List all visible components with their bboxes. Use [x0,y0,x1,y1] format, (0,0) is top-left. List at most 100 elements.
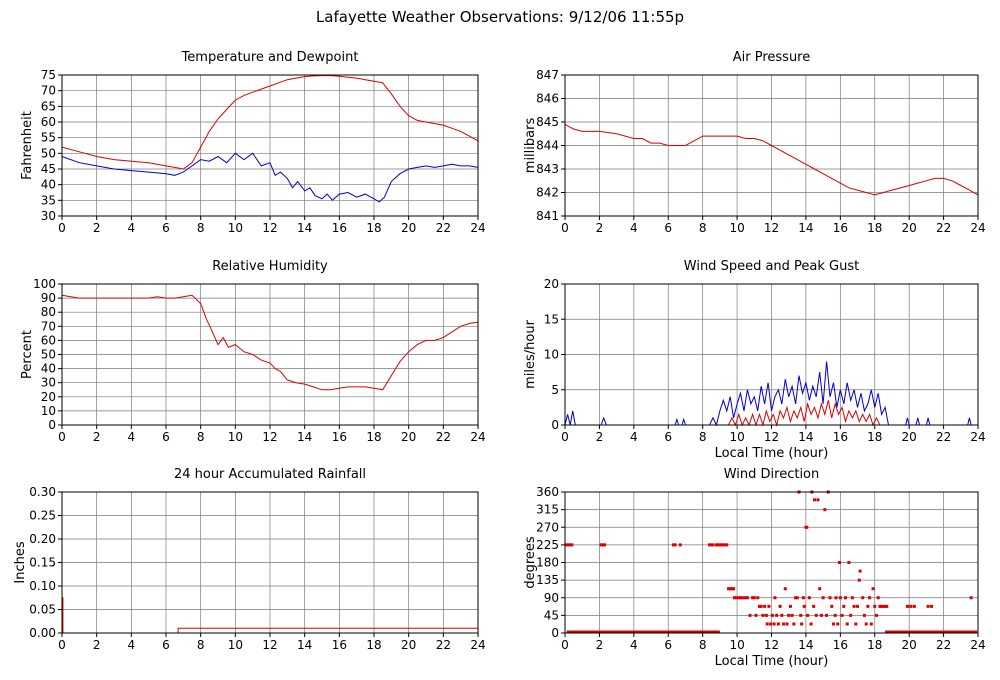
x-tick-label: 6 [162,638,170,652]
y-tick-label: 0 [551,626,559,640]
x-axis-label: Local Time (hour) [715,446,829,461]
x-tick-label: 8 [197,638,205,652]
direction-point [716,543,720,547]
direction-point [601,543,605,547]
direction-point [757,604,761,608]
y-tick-label: 841 [536,209,559,223]
direction-point [732,587,736,591]
direction-point [861,596,865,600]
chart-title: 24 hour Accumulated Rainfall [174,467,366,482]
direction-point [885,604,889,608]
direction-point [756,596,760,600]
x-tick-label: 18 [867,638,882,652]
direction-point [880,604,884,608]
direction-point [930,604,934,608]
direction-point [780,613,784,617]
direction-point [878,604,882,608]
direction-point [850,596,854,600]
y-tick-label: 10 [544,348,559,362]
x-tick-label: 12 [262,638,277,652]
direction-point [739,596,743,600]
series-line-0 [61,75,479,170]
y-tick-label: 0.20 [29,532,56,546]
y-tick-label: 0 [48,418,56,432]
direction-point [801,596,805,600]
direction-point [836,622,840,626]
direction-point [769,622,773,626]
y-tick-label: 0.05 [29,603,56,617]
x-tick-label: 16 [332,221,347,235]
x-tick-label: 2 [93,430,101,444]
plot-frame [61,491,479,634]
x-tick-label: 10 [729,430,744,444]
y-tick-label: 135 [536,573,559,587]
x-tick-label: 4 [630,638,638,652]
y-tick-label: 845 [536,115,559,129]
x-tick-label: 12 [262,221,277,235]
chart-title: Air Pressure [733,50,811,65]
direction-point [854,622,858,626]
direction-point [838,596,842,600]
x-tick-label: 2 [596,430,604,444]
direction-point [708,543,712,547]
x-tick-label: 4 [128,638,136,652]
x-tick-label: 10 [729,638,744,652]
y-tick-label: 60 [41,333,56,347]
y-tick-label: 842 [536,186,559,200]
direction-point [671,543,675,547]
y-tick-label: 55 [41,131,56,145]
direction-point [565,543,569,547]
direction-point [730,587,734,591]
direction-point [673,543,677,547]
direction-point [603,543,607,547]
x-tick-label: 12 [764,638,779,652]
direction-point [840,613,844,617]
x-tick-label: 22 [936,430,951,444]
x-tick-label: 8 [699,430,707,444]
y-tick-label: 70 [41,319,56,333]
direction-point [862,613,866,617]
chart-title: Wind Speed and Peak Gust [684,259,859,274]
direction-point [883,604,887,608]
x-tick-label: 8 [699,221,707,235]
y-tick-label: 45 [41,162,56,176]
direction-point [788,604,792,608]
y-tick-label: 20 [41,390,56,404]
plot-frame [564,74,979,217]
direction-point [764,613,768,617]
direction-point [873,604,877,608]
direction-point [751,596,755,600]
x-tick-label: 20 [401,638,416,652]
x-tick-label: 22 [936,221,951,235]
x-tick-label: 18 [366,221,381,235]
x-tick-label: 2 [93,638,101,652]
press-chart: 0 2 4 6 8 10 12 14 16 18 20 22 248418428438448458468… [523,50,986,235]
x-tick-label: 20 [401,221,416,235]
x-tick-label: 8 [197,221,205,235]
y-tick-label: 844 [536,139,559,153]
x-tick-label: 14 [297,638,312,652]
x-axis-label: Local Time (hour) [715,654,829,669]
x-tick-label: 6 [664,638,672,652]
direction-point [799,613,803,617]
temp-chart: 0 2 4 6 8 10 12 14 16 18 20 22 243035404550556065707… [20,50,486,235]
direction-point [733,596,737,600]
direction-point [718,543,722,547]
plot-frame [564,283,979,426]
y-tick-label: 35 [41,193,56,207]
direction-point [858,569,862,573]
chart-title: Temperature and Dewpoint [181,50,359,65]
x-tick-label: 14 [798,430,813,444]
plot-frame [564,491,979,634]
direction-point [821,596,825,600]
direction-point [868,596,872,600]
x-tick-label: 12 [764,430,779,444]
direction-point [843,596,847,600]
direction-point [818,587,822,591]
x-tick-label: 2 [596,638,604,652]
x-tick-label: 20 [902,638,917,652]
direction-point [794,596,798,600]
x-tick-label: 12 [262,430,277,444]
direction-point [711,543,715,547]
